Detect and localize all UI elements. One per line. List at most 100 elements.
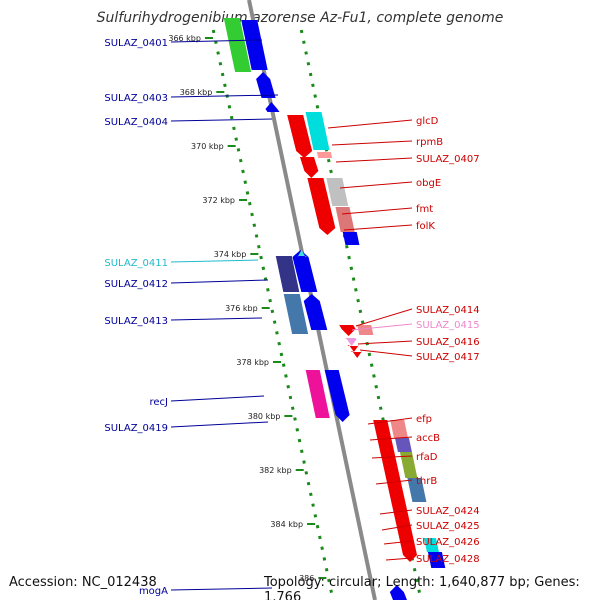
gene-block-blue — [342, 232, 360, 245]
gene-label-right: SULAZ_0426 — [416, 537, 480, 548]
leader-line — [170, 279, 269, 284]
leader-line — [385, 557, 413, 561]
gene-label-left: SULAZ_0412 — [104, 279, 168, 290]
leader-line — [359, 349, 413, 357]
gene-label-right: glcD — [416, 116, 439, 127]
gene-block-steel — [283, 294, 309, 334]
gene-block-red — [307, 178, 336, 235]
gene-label-left: recJ — [150, 397, 169, 408]
gene-block-navy — [275, 256, 300, 292]
tick-label: 366 kbp — [168, 34, 201, 43]
gene-block-pink — [335, 207, 355, 232]
leader-line — [170, 118, 273, 122]
gene-label-right: SULAZ_0414 — [416, 305, 480, 316]
leader-line — [367, 417, 413, 425]
leader-line — [343, 224, 413, 231]
leader-line — [170, 587, 273, 591]
tick-label: 384 kbp — [270, 520, 303, 529]
leader-line — [383, 540, 413, 545]
gene-block-magenta — [305, 370, 330, 418]
gene-block-purple — [394, 438, 412, 452]
gene-label-right: rpmB — [416, 137, 443, 148]
leader-line — [339, 181, 413, 189]
topology-label: Topology: circular; Length: 1,640,877 bp… — [264, 575, 580, 600]
gene-label-left: SULAZ_0413 — [104, 316, 168, 327]
gene-block-pink — [316, 152, 333, 158]
gene-label-right: folK — [416, 221, 435, 232]
leader-line — [371, 455, 413, 459]
tick-label: 386 — [299, 574, 314, 583]
gene-label-right: SULAZ_0416 — [416, 337, 480, 348]
leader-line — [327, 119, 413, 129]
gene-label-right: SULAZ_0425 — [416, 521, 480, 532]
leader-line — [355, 308, 413, 327]
gene-block-blue — [427, 552, 446, 568]
leader-line — [335, 157, 413, 163]
tick-label: 368 kbp — [180, 88, 213, 97]
leader-line — [357, 340, 413, 345]
gene-block-blue — [389, 585, 407, 600]
gene-block-pink — [390, 420, 408, 438]
gene-block-red — [299, 157, 319, 178]
leader-line — [170, 421, 269, 428]
gene-label-right: thrB — [416, 476, 437, 487]
gene-label-left: SULAZ_0411 — [104, 258, 168, 269]
gene-block-cyan — [423, 538, 439, 552]
accession-label: Accession: NC_012438 — [9, 575, 157, 590]
leader-line — [170, 317, 263, 321]
gene-block-olive — [399, 452, 418, 478]
gene-block-gray — [326, 178, 349, 206]
gene-block-blue — [241, 20, 268, 70]
tick-label: 372 kbp — [202, 196, 235, 205]
gene-label-right: rfaD — [416, 452, 438, 463]
gene-block-blue — [303, 294, 328, 330]
tick-label: 382 kbp — [259, 466, 292, 475]
tick-label: 378 kbp — [236, 358, 269, 367]
gene-label-right: SULAZ_0415 — [416, 320, 480, 331]
gene-label-left: SULAZ_0403 — [104, 93, 168, 104]
gene-block-red — [350, 351, 363, 358]
gene-block-blue — [256, 72, 276, 98]
gene-label-right: SULAZ_0424 — [416, 506, 480, 517]
gene-label-right: SULAZ_0428 — [416, 554, 480, 565]
leader-line — [369, 436, 413, 441]
gene-label-left: SULAZ_0404 — [104, 117, 168, 128]
left-boundary-dots — [211, 29, 335, 600]
tick-label: 376 kbp — [225, 304, 258, 313]
leader-line — [170, 395, 265, 402]
gene-block-red — [373, 420, 418, 562]
leader-line — [331, 140, 413, 146]
leader-line — [375, 479, 413, 485]
gene-label-right: fmt — [416, 204, 433, 215]
gene-label-left: mogA — [139, 586, 168, 597]
gene-block-pink — [344, 338, 357, 346]
leader-line — [170, 39, 263, 43]
gene-label-right: efp — [416, 414, 432, 425]
leader-line — [379, 509, 413, 515]
gene-label-right: accB — [416, 433, 440, 444]
leader-line — [170, 259, 259, 263]
gene-label-left: SULAZ_0401 — [104, 38, 168, 49]
gene-block-blue — [265, 102, 280, 112]
gene-label-left: SULAZ_0419 — [104, 423, 168, 434]
gene-block-pink — [357, 325, 374, 335]
gene-block-cyan — [297, 250, 307, 257]
gene-block-cyan — [305, 112, 330, 150]
gene-block-green — [223, 18, 252, 72]
tick-label: 380 kbp — [248, 412, 281, 421]
gene-block-steel — [407, 478, 427, 502]
gene-block-red — [287, 115, 313, 158]
gene-label-right: obgE — [416, 178, 441, 189]
tick-label: 374 kbp — [214, 250, 247, 259]
leader-line — [170, 94, 279, 98]
leader-line — [381, 524, 413, 531]
gene-label-right: SULAZ_0417 — [416, 352, 480, 363]
tick-label: 370 kbp — [191, 142, 224, 151]
gene-block-red — [339, 325, 356, 336]
gene-block-blue — [292, 250, 318, 292]
leader-line — [351, 323, 413, 331]
page-title: Sulfurihydrogenibium azorense Az-Fu1, co… — [96, 10, 504, 26]
gene-label-right: SULAZ_0407 — [416, 154, 480, 165]
